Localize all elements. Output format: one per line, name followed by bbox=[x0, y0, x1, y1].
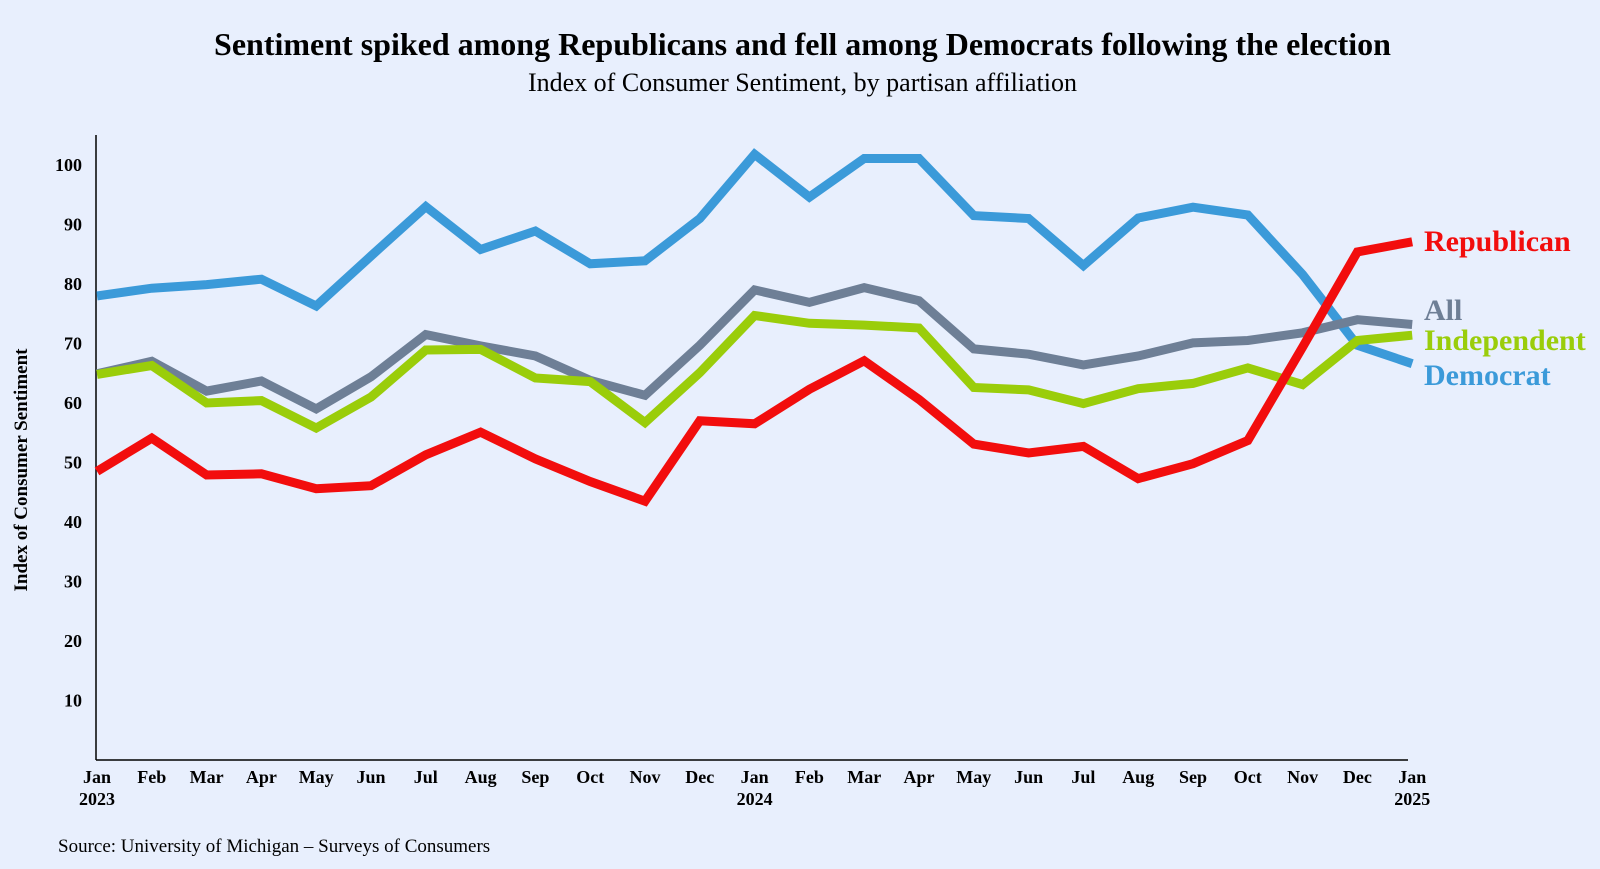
y-tick-label: 60 bbox=[64, 393, 82, 413]
series-line-independent bbox=[96, 310, 1413, 434]
chart-axes bbox=[95, 135, 1408, 761]
x-tick-label: Oct bbox=[576, 767, 604, 787]
x-tick-label: Dec bbox=[685, 767, 714, 787]
series-label-all: All bbox=[1424, 294, 1462, 327]
chart-title: Sentiment spiked among Republicans and f… bbox=[214, 26, 1391, 62]
series-lines bbox=[94, 148, 1414, 507]
x-tick-label: Jul bbox=[414, 767, 438, 787]
x-tick-year-label: 2025 bbox=[1394, 789, 1430, 809]
x-tick-label: Jan bbox=[83, 767, 111, 787]
x-tick-label: Apr bbox=[904, 767, 935, 787]
y-tick-label: 100 bbox=[55, 155, 82, 175]
y-tick-label: 40 bbox=[64, 512, 82, 532]
x-tick-label: May bbox=[299, 767, 334, 787]
series-line-democrat bbox=[96, 148, 1414, 368]
x-tick-label: Jun bbox=[356, 767, 385, 787]
y-axis-ticks: 10 20 30 40 50 60 70 80 90 100 bbox=[55, 155, 82, 711]
x-tick-label: Aug bbox=[1122, 767, 1154, 787]
y-tick-label: 30 bbox=[64, 572, 82, 592]
x-tick-label: May bbox=[956, 767, 991, 787]
y-tick-label: 50 bbox=[64, 453, 82, 473]
series-label-democrat: Democrat bbox=[1424, 359, 1551, 392]
x-tick-label: Nov bbox=[1287, 767, 1318, 787]
y-tick-label: 10 bbox=[64, 691, 82, 711]
x-tick-label: Sep bbox=[1179, 767, 1207, 787]
x-tick-label: Jun bbox=[1014, 767, 1043, 787]
y-tick-label: 20 bbox=[64, 631, 82, 651]
y-axis-label: Index of Consumer Sentiment bbox=[11, 348, 32, 592]
x-tick-label: Mar bbox=[190, 767, 224, 787]
x-tick-label: Apr bbox=[246, 767, 277, 787]
x-tick-label: Oct bbox=[1234, 767, 1262, 787]
series-label-republican: Republican bbox=[1424, 225, 1571, 258]
x-tick-year-label: 2024 bbox=[737, 789, 773, 809]
x-tick-label: Jul bbox=[1071, 767, 1095, 787]
x-tick-label: Dec bbox=[1343, 767, 1372, 787]
x-tick-label: Feb bbox=[137, 767, 166, 787]
x-tick-label: Nov bbox=[630, 767, 661, 787]
x-tick-label: Feb bbox=[795, 767, 824, 787]
series-label-independent: Independent bbox=[1424, 324, 1586, 357]
chart-subtitle: Index of Consumer Sentiment, by partisan… bbox=[527, 68, 1078, 97]
y-tick-label: 70 bbox=[64, 334, 82, 354]
x-tick-label: Mar bbox=[847, 767, 881, 787]
y-tick-label: 90 bbox=[64, 215, 82, 235]
series-line-republican bbox=[94, 237, 1414, 507]
y-tick-label: 80 bbox=[64, 274, 82, 294]
x-tick-label: Aug bbox=[465, 767, 497, 787]
x-tick-label: Jan bbox=[741, 767, 769, 787]
source-note: Source: University of Michigan – Surveys… bbox=[58, 836, 491, 857]
x-tick-label: Sep bbox=[521, 767, 549, 787]
x-tick-year-label: 2023 bbox=[79, 789, 115, 809]
series-line-all bbox=[95, 282, 1413, 415]
x-tick-label: Jan bbox=[1398, 767, 1426, 787]
